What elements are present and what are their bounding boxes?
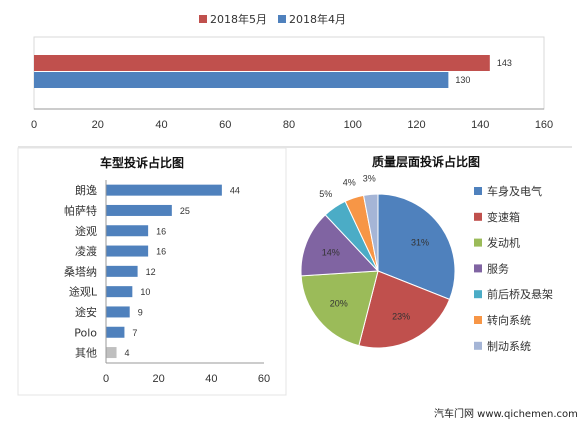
model-bar-5: [106, 286, 133, 298]
pie-legend-label-0: 车身及电气: [487, 184, 542, 198]
pie-legend-label-6: 制动系统: [487, 340, 531, 353]
pie-legend-label-2: 发动机: [487, 236, 520, 250]
model-category-5: 途观L: [69, 285, 98, 299]
model-bar-3: [106, 245, 149, 257]
model-category-7: Polo: [74, 326, 97, 339]
model-category-0: 朗逸: [75, 184, 97, 197]
pie-slice-3: [300, 214, 380, 277]
model-bar-value-4: 12: [146, 267, 156, 277]
model-category-1: 帕萨特: [64, 203, 97, 217]
pie-legend-swatch-1: [474, 212, 482, 221]
source-footer: 汽车门网 www.qichemen.com: [434, 409, 578, 420]
model-bar-value-6: 9: [138, 307, 143, 317]
pie-value-label-4: 5%: [319, 189, 332, 199]
top-x-tick-6: 120: [407, 119, 425, 131]
pie-legend-swatch-2: [474, 238, 482, 247]
pie-value-label-1: 23%: [392, 311, 410, 321]
pie-legend-swatch-3: [474, 264, 482, 273]
pie-slice-5: [344, 194, 379, 272]
pie-slice-4: [324, 200, 379, 272]
pie-legend-swatch-0: [474, 187, 482, 195]
top-bar-1: [34, 72, 449, 88]
model-bar-value-7: 7: [132, 328, 137, 338]
model-bar-value-2: 16: [156, 226, 166, 236]
top-x-tick-8: 160: [535, 119, 553, 131]
top-x-tick-0: 0: [31, 119, 37, 131]
section-divider: [18, 146, 572, 148]
model-bar-4: [106, 265, 138, 277]
model-category-3: 凌渡: [75, 244, 97, 258]
pie-value-label-0: 31%: [411, 237, 429, 247]
model-bar-2: [106, 225, 149, 237]
quality-chart-title: 质量层面投诉占比图: [372, 154, 480, 169]
legend-swatch-may: [199, 15, 207, 23]
model-x-tick-2: 40: [205, 373, 217, 385]
pie-value-label-2: 20%: [330, 298, 348, 308]
model-category-8: 其他: [75, 347, 97, 360]
pie-legend-swatch-4: [474, 290, 482, 299]
pie-legend-swatch-6: [474, 341, 482, 350]
left-panel-frame: [17, 147, 287, 396]
top-bar-value-1: 130: [455, 75, 470, 85]
model-bar-6: [106, 306, 130, 318]
pie-legend-label-3: 服务: [487, 262, 509, 275]
top-x-tick-4: 80: [283, 119, 295, 131]
top-x-tick-5: 100: [344, 119, 362, 131]
monthly-comparison-chart: 2018年5月 2018年4月 143 130 0 20 40 60 80 100 120 14…: [31, 12, 553, 131]
pie-slice-6: [362, 193, 379, 272]
pie-slice-0: [377, 193, 456, 300]
pie-slice-1: [358, 270, 451, 349]
model-bar-value-0: 44: [230, 186, 240, 196]
top-bar-value-0: 143: [497, 58, 512, 68]
pie-legend-label-1: 变速箱: [487, 210, 520, 224]
model-bar-value-1: 25: [180, 206, 190, 216]
top-x-tick-2: 40: [155, 119, 167, 131]
model-category-4: 桑塔纳: [64, 265, 97, 278]
pie-value-label-5: 4%: [343, 178, 356, 188]
model-category-6: 途安: [75, 305, 97, 319]
legend-swatch-april: [278, 15, 286, 23]
pie-legend-label-4: 前后桥及悬架: [487, 287, 553, 301]
pie-legend-label-5: 转向系统: [487, 313, 531, 327]
model-bar-value-8: 4: [125, 348, 130, 358]
model-bar-7: [106, 326, 125, 338]
model-bar-value-3: 16: [156, 247, 166, 257]
top-bar-0: [34, 55, 490, 71]
top-x-tick-1: 20: [92, 119, 104, 131]
pie-value-label-3: 14%: [322, 247, 340, 257]
pie-value-label-6: 3%: [363, 173, 376, 183]
model-x-tick-3: 60: [258, 373, 270, 385]
model-bar-value-5: 10: [140, 287, 150, 297]
model-x-tick-0: 0: [103, 373, 109, 385]
model-chart-title: 车型投诉占比图: [100, 155, 184, 170]
model-bar-8: [106, 347, 117, 359]
pie-slice-2: [300, 270, 379, 347]
pie-legend-swatch-5: [474, 316, 482, 324]
top-legend: 2018年5月 2018年4月: [199, 12, 346, 26]
model-bar-0: [106, 184, 222, 196]
top-x-tick-3: 60: [219, 119, 231, 131]
top-x-tick-7: 140: [471, 119, 489, 131]
legend-label-may: 2018年5月: [210, 12, 267, 26]
legend-label-april: 2018年4月: [289, 12, 346, 26]
model-x-tick-1: 20: [153, 373, 165, 385]
model-bar-1: [106, 204, 172, 216]
model-category-2: 途观: [75, 224, 97, 238]
